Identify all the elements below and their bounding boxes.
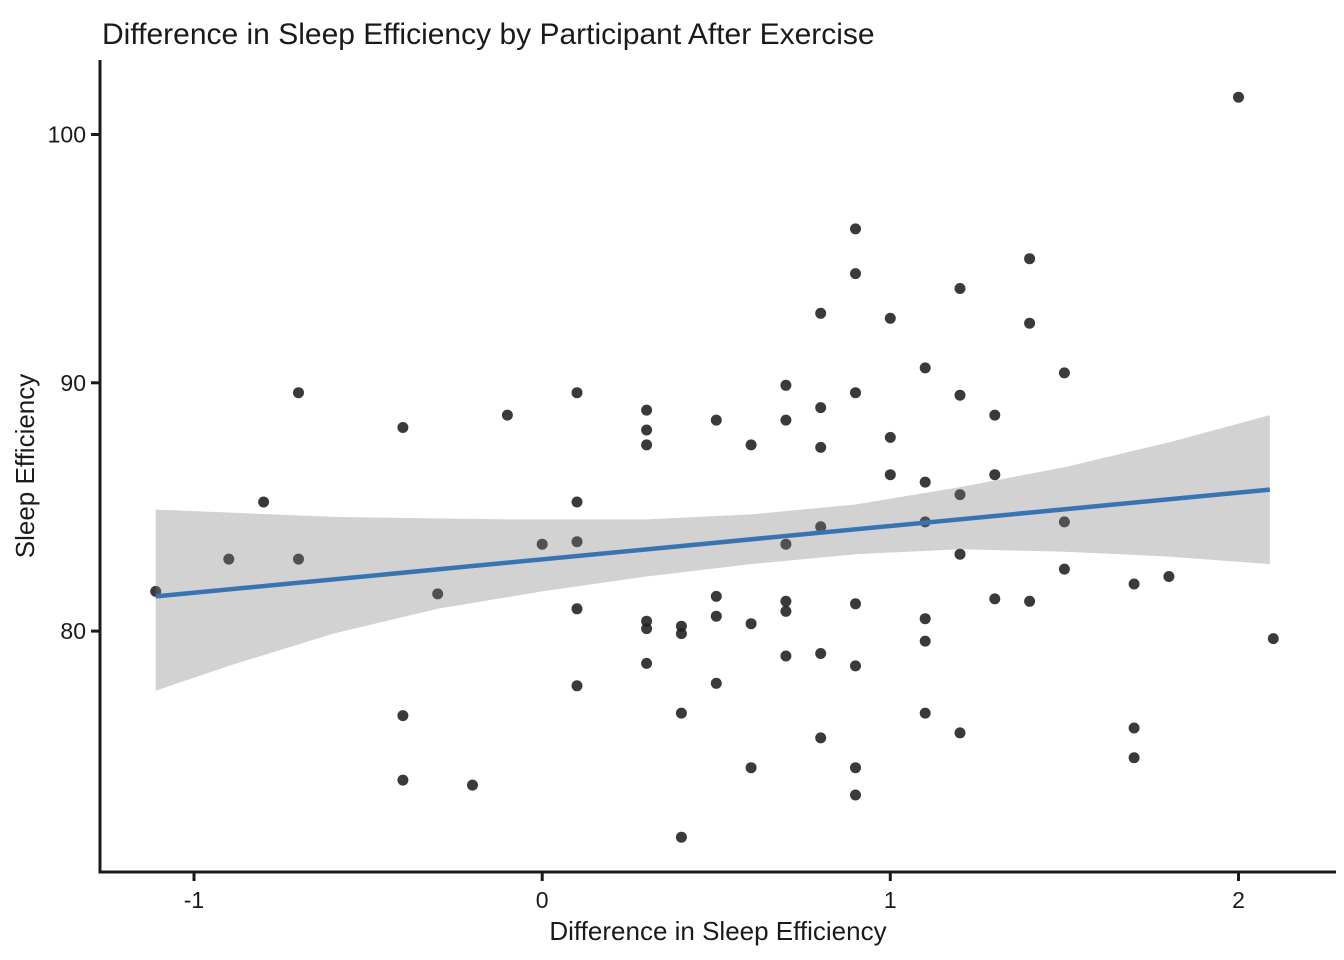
data-point	[884, 431, 896, 443]
data-point	[710, 590, 722, 602]
data-point	[397, 774, 409, 786]
data-point	[989, 469, 1001, 481]
data-point	[258, 496, 270, 508]
x-tick-label: 0	[536, 887, 549, 913]
data-point	[536, 538, 548, 550]
data-point	[641, 404, 653, 416]
data-point	[954, 489, 966, 501]
data-point	[989, 593, 1001, 605]
y-tick-label: 80	[60, 618, 86, 644]
data-point	[223, 553, 235, 565]
data-point	[293, 553, 304, 565]
data-point	[1024, 317, 1036, 329]
data-point	[641, 657, 653, 669]
data-point	[432, 588, 444, 600]
data-point	[815, 648, 827, 659]
data-point	[710, 414, 722, 426]
data-point	[571, 680, 583, 692]
confidence-band	[155, 415, 1270, 691]
data-point	[919, 476, 931, 488]
data-point	[815, 521, 827, 533]
data-point	[780, 650, 792, 662]
data-point	[815, 402, 827, 414]
data-point	[850, 223, 861, 235]
data-point	[850, 660, 861, 672]
data-point	[1128, 752, 1140, 764]
data-point	[641, 424, 653, 436]
data-point	[467, 779, 478, 791]
y-tick-label: 100	[48, 122, 86, 148]
data-point	[884, 312, 896, 324]
data-point	[501, 409, 513, 421]
data-point	[1058, 367, 1070, 379]
data-point	[850, 387, 861, 399]
data-point	[884, 469, 896, 481]
data-point	[641, 623, 653, 635]
data-point	[850, 762, 861, 774]
data-point	[1267, 633, 1279, 645]
data-point	[397, 710, 409, 722]
data-point	[710, 677, 722, 689]
data-point	[571, 496, 583, 508]
data-point	[641, 439, 653, 451]
x-tick-label: -1	[184, 887, 204, 913]
data-point	[745, 439, 757, 451]
data-point	[397, 422, 409, 433]
data-point	[815, 732, 827, 744]
data-point	[293, 387, 304, 399]
data-point	[675, 831, 687, 843]
data-point	[850, 789, 861, 801]
data-point	[850, 598, 861, 610]
chart-title: Difference in Sleep Efficiency by Partic…	[102, 18, 875, 51]
data-point	[1233, 91, 1244, 103]
data-point	[954, 727, 966, 739]
data-point	[1024, 595, 1036, 607]
data-point	[571, 536, 583, 548]
y-tick-label: 90	[60, 370, 86, 396]
data-point	[1058, 563, 1070, 575]
data-point	[954, 389, 966, 401]
data-point	[571, 387, 583, 399]
data-point	[815, 441, 827, 453]
data-point	[675, 707, 687, 719]
data-point	[1128, 722, 1140, 734]
data-point	[780, 379, 792, 391]
x-tick-label: 1	[884, 887, 897, 913]
data-point	[954, 283, 966, 294]
data-point	[919, 613, 931, 625]
trend-line	[155, 487, 1271, 599]
data-point	[1163, 571, 1175, 582]
data-point	[919, 362, 931, 374]
x-axis-label: Difference in Sleep Efficiency	[549, 916, 886, 946]
data-point	[780, 605, 792, 617]
data-point	[989, 409, 1001, 421]
data-point	[954, 548, 966, 560]
data-point	[919, 635, 931, 647]
data-point	[815, 307, 827, 319]
data-point	[1024, 253, 1036, 265]
data-point	[919, 707, 931, 719]
data-point	[780, 414, 792, 426]
data-point	[780, 595, 792, 607]
y-axis-label: Sleep Efficiency	[10, 374, 40, 559]
data-point	[710, 610, 722, 622]
data-point	[850, 268, 861, 280]
plot-area: -1 0 1 2 80 90 100	[48, 60, 1336, 913]
data-point	[675, 628, 687, 640]
axis-lines	[98, 60, 1336, 874]
data-point	[1058, 516, 1070, 528]
data-point	[745, 618, 757, 630]
data-point	[780, 538, 792, 550]
data-point	[571, 603, 583, 615]
data-point	[745, 762, 757, 774]
data-point	[1128, 578, 1140, 590]
x-tick-label: 2	[1232, 887, 1245, 913]
